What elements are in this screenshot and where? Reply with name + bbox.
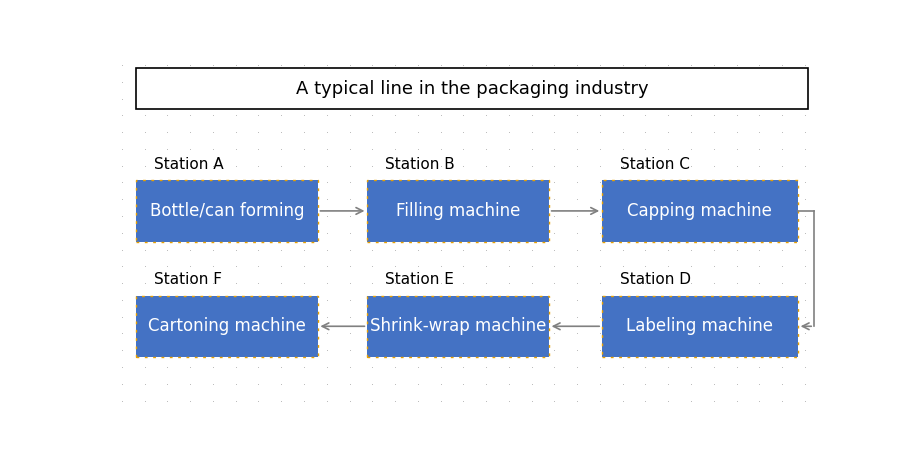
Bar <box>136 180 318 242</box>
Bar <box>602 296 798 357</box>
Text: Station A: Station A <box>154 157 223 172</box>
Text: Shrink-wrap machine: Shrink-wrap machine <box>370 317 546 335</box>
Text: Station B: Station B <box>386 157 454 172</box>
Text: Filling machine: Filling machine <box>396 202 521 220</box>
Text: Capping machine: Capping machine <box>628 202 772 220</box>
Bar <box>602 296 798 357</box>
Bar <box>136 296 318 357</box>
Bar <box>602 180 798 242</box>
Text: Station F: Station F <box>154 272 222 287</box>
Bar <box>367 180 549 242</box>
Bar <box>136 296 318 357</box>
Bar <box>136 69 809 109</box>
Text: Labeling machine: Labeling machine <box>626 317 774 335</box>
Text: Cartoning machine: Cartoning machine <box>148 317 306 335</box>
Bar <box>602 180 798 242</box>
Bar <box>367 296 549 357</box>
Text: Station E: Station E <box>386 272 454 287</box>
Text: A typical line in the packaging industry: A typical line in the packaging industry <box>296 79 648 98</box>
Bar <box>367 180 549 242</box>
Bar <box>367 296 549 357</box>
Bar <box>136 180 318 242</box>
Text: Station D: Station D <box>620 272 691 287</box>
Text: Station C: Station C <box>620 157 689 172</box>
Text: Bottle/can forming: Bottle/can forming <box>150 202 304 220</box>
